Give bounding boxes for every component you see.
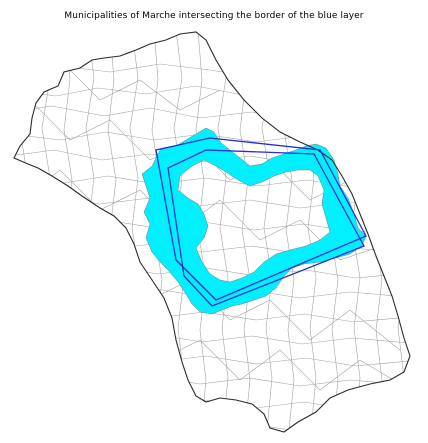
map-title: Municipalities of Marche intersecting th… bbox=[64, 11, 364, 21]
blue-layer bbox=[155, 137, 367, 307]
blue-polygon-inner bbox=[167, 149, 365, 307]
region-outline bbox=[13, 31, 411, 433]
blue-polygon-outer bbox=[155, 137, 367, 301]
